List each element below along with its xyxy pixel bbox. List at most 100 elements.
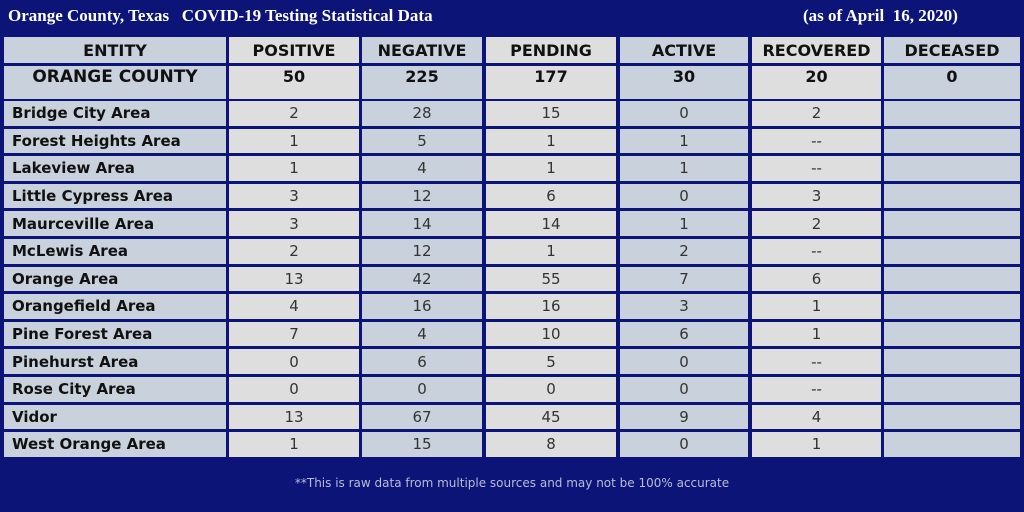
- row-label: Bridge City Area: [4, 101, 226, 126]
- data-cell: 15: [362, 432, 482, 457]
- data-cell: 2: [752, 211, 881, 236]
- data-cell: --: [752, 349, 881, 374]
- empty-cell: [884, 349, 1020, 374]
- total-cell: 50: [229, 66, 359, 99]
- total-cell: 225: [362, 66, 482, 99]
- data-cell: 0: [620, 183, 748, 209]
- total-cell: 0: [884, 66, 1020, 99]
- data-cell: 1: [752, 432, 881, 457]
- data-cell: 1: [486, 239, 616, 264]
- data-cell: 55: [486, 266, 616, 292]
- data-cell: 42: [362, 266, 482, 292]
- column-header: ACTIVE: [620, 37, 748, 63]
- row-label: Lakeview Area: [4, 156, 226, 181]
- empty-cell: [884, 239, 1020, 264]
- data-cell: 67: [362, 404, 482, 430]
- data-cell: 2: [752, 101, 881, 126]
- data-cell: 28: [362, 101, 482, 126]
- data-cell: --: [752, 156, 881, 181]
- data-cell: 9: [620, 404, 748, 430]
- row-label: Little Cypress Area: [4, 183, 226, 209]
- data-cell: 13: [229, 266, 359, 292]
- row-label: Orange Area: [4, 266, 226, 292]
- data-cell: 6: [620, 321, 748, 347]
- column-header: NEGATIVE: [362, 37, 482, 63]
- data-cell: 1: [752, 321, 881, 347]
- data-cell: 4: [362, 156, 482, 181]
- data-cell: 3: [229, 183, 359, 209]
- data-cell: 14: [362, 211, 482, 236]
- empty-cell: [884, 404, 1020, 430]
- data-cell: 0: [362, 377, 482, 402]
- data-cell: --: [752, 128, 881, 154]
- row-label: Vidor: [4, 404, 226, 430]
- data-cell: 16: [362, 294, 482, 319]
- data-cell: 0: [229, 377, 359, 402]
- data-cell: 1: [486, 156, 616, 181]
- data-cell: 7: [620, 266, 748, 292]
- data-cell: 2: [229, 239, 359, 264]
- data-cell: 10: [486, 321, 616, 347]
- empty-cell: [884, 128, 1020, 154]
- data-cell: 4: [752, 404, 881, 430]
- column-header: ENTITY: [4, 37, 226, 63]
- data-cell: 5: [486, 349, 616, 374]
- data-cell: 5: [362, 128, 482, 154]
- data-cell: 7: [229, 321, 359, 347]
- data-cell: 1: [486, 128, 616, 154]
- row-label: McLewis Area: [4, 239, 226, 264]
- data-cell: 4: [362, 321, 482, 347]
- data-cell: 6: [752, 266, 881, 292]
- data-cell: 1: [620, 156, 748, 181]
- data-cell: 13: [229, 404, 359, 430]
- data-cell: 3: [752, 183, 881, 209]
- data-cell: 3: [229, 211, 359, 236]
- data-cell: 8: [486, 432, 616, 457]
- data-cell: 0: [620, 349, 748, 374]
- data-cell: --: [752, 239, 881, 264]
- column-header: RECOVERED: [752, 37, 881, 63]
- empty-cell: [884, 156, 1020, 181]
- data-cell: 1: [229, 128, 359, 154]
- data-cell: 0: [486, 377, 616, 402]
- data-cell: 15: [486, 101, 616, 126]
- empty-cell: [884, 432, 1020, 457]
- data-cell: 2: [620, 239, 748, 264]
- empty-cell: [884, 321, 1020, 347]
- column-header: PENDING: [486, 37, 616, 63]
- title: Orange County, Texas COVID-19 Testing St…: [8, 6, 433, 25]
- column-header: DECEASED: [884, 37, 1020, 63]
- row-label: Pinehurst Area: [4, 349, 226, 374]
- data-cell: 16: [486, 294, 616, 319]
- row-label: Pine Forest Area: [4, 321, 226, 347]
- data-cell: 0: [620, 377, 748, 402]
- total-cell: 20: [752, 66, 881, 99]
- empty-cell: [884, 294, 1020, 319]
- data-cell: 3: [620, 294, 748, 319]
- data-cell: 1: [620, 211, 748, 236]
- row-label: West Orange Area: [4, 432, 226, 457]
- empty-cell: [884, 211, 1020, 236]
- data-cell: 14: [486, 211, 616, 236]
- data-cell: 4: [229, 294, 359, 319]
- total-cell: ORANGE COUNTY: [4, 66, 226, 99]
- total-cell: 30: [620, 66, 748, 99]
- empty-cell: [884, 266, 1020, 292]
- data-cell: 12: [362, 183, 482, 209]
- row-label: Maurceville Area: [4, 211, 226, 236]
- row-label: Orangefield Area: [4, 294, 226, 319]
- empty-cell: [884, 377, 1020, 402]
- data-cell: 1: [752, 294, 881, 319]
- data-cell: 0: [620, 432, 748, 457]
- row-label: Rose City Area: [4, 377, 226, 402]
- data-cell: 6: [362, 349, 482, 374]
- data-cell: 1: [229, 432, 359, 457]
- data-cell: 0: [620, 101, 748, 126]
- empty-cell: [884, 101, 1020, 126]
- data-cell: 2: [229, 101, 359, 126]
- data-cell: 12: [362, 239, 482, 264]
- total-cell: 177: [486, 66, 616, 99]
- column-header: POSITIVE: [229, 37, 359, 63]
- row-label: Forest Heights Area: [4, 128, 226, 154]
